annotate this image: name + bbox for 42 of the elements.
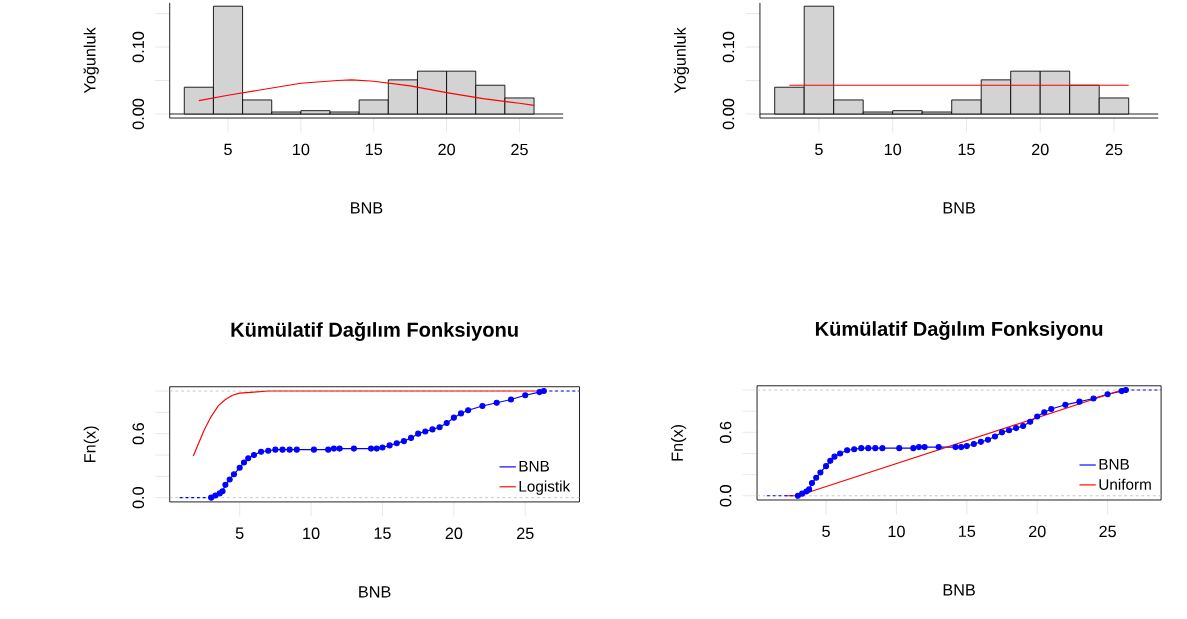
x-tick-label: 25 <box>511 143 528 156</box>
x-tick-label: 10 <box>303 527 320 540</box>
y-tick-label: 0.00 <box>132 98 145 130</box>
y-axis-title: Fn(x) <box>83 426 99 462</box>
x-tick-label: 20 <box>1029 525 1046 538</box>
chart-title: Kümülatif Dağılım Fonksiyonu <box>231 321 518 341</box>
x-tick-label: 5 <box>822 525 830 538</box>
y-tick-label: 0.0 <box>719 485 732 507</box>
x-axis-title: BNB <box>359 586 391 598</box>
x-axis-title: BNB <box>943 202 975 214</box>
y-axis-title: Yoğunluk <box>83 27 99 94</box>
y-tick-label: 0.6 <box>719 421 732 443</box>
x-tick-label: 5 <box>224 143 232 156</box>
x-tick-label: 15 <box>365 143 383 156</box>
y-tick-label: 0.0 <box>132 486 145 509</box>
legend-label: Uniform <box>1099 478 1151 490</box>
x-tick-label: 5 <box>815 143 823 156</box>
x-tick-label: 20 <box>1032 143 1049 156</box>
legend-label: Logistik <box>519 480 571 495</box>
x-axis-title: BNB <box>943 584 975 596</box>
x-tick-label: 15 <box>959 525 976 538</box>
x-tick-label: 25 <box>517 527 534 540</box>
x-tick-label: 25 <box>1105 143 1123 156</box>
x-tick-label: 15 <box>958 143 975 156</box>
chart-title: Kümülatif Dağılım Fonksiyonu <box>815 320 1103 340</box>
y-tick-label: 0.00 <box>722 98 735 130</box>
y-tick-label: 0.10 <box>722 31 735 63</box>
x-tick-label: 10 <box>293 143 310 156</box>
x-tick-label: 15 <box>374 527 391 539</box>
x-tick-label: 20 <box>438 143 456 156</box>
x-tick-label: 20 <box>445 527 463 540</box>
y-tick-label: 0.10 <box>132 31 145 63</box>
x-tick-label: 10 <box>884 143 902 156</box>
legend-label: BNB <box>1099 459 1129 470</box>
y-axis-title: Fn(x) <box>671 424 687 461</box>
y-axis-title: Yoğunluk <box>673 27 690 94</box>
x-tick-label: 10 <box>888 525 905 538</box>
legend-label: BNB <box>519 460 549 472</box>
y-tick-label: 0.6 <box>132 423 145 445</box>
x-axis-title: BNB <box>351 202 383 214</box>
x-tick-label: 5 <box>235 527 244 539</box>
x-tick-label: 25 <box>1099 525 1116 538</box>
